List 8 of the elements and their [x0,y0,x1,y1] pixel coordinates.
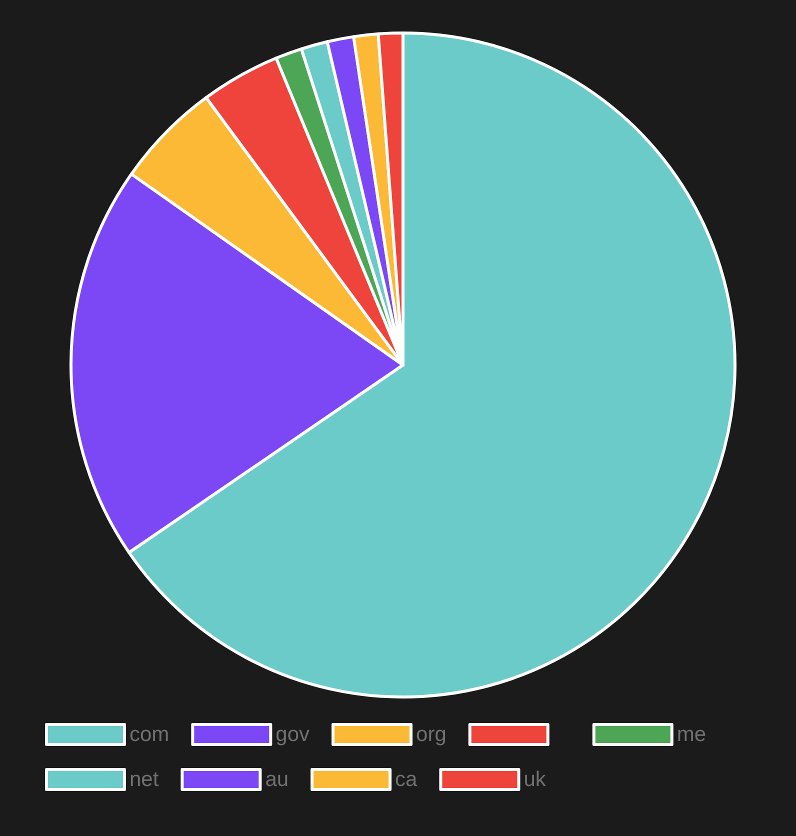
legend-label: net [130,768,159,791]
legend-label: uk [524,768,546,791]
legend-label: gov [276,723,310,746]
legend-label: me [676,723,706,746]
legend-label: ca [395,768,418,791]
legend-label: au [265,768,289,791]
legend-label: org [416,723,446,746]
legend-label: com [130,723,170,746]
